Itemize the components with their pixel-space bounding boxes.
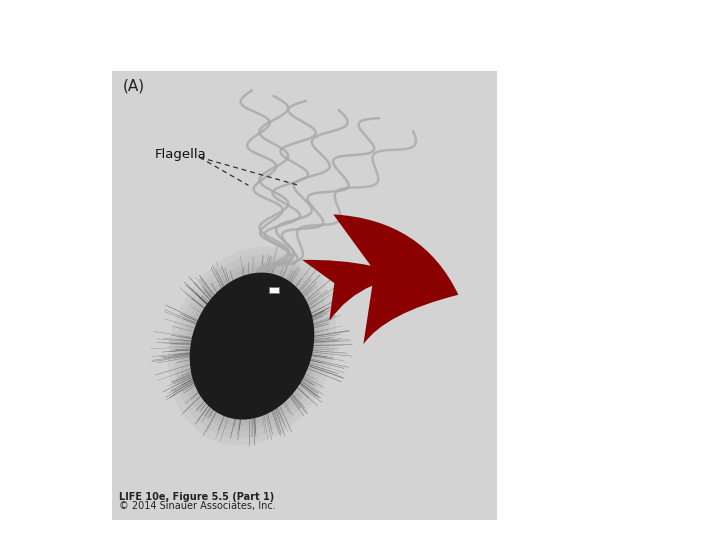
FancyBboxPatch shape: [112, 71, 497, 519]
Bar: [269, 287, 279, 293]
Text: (A): (A): [122, 78, 145, 93]
Text: © 2014 Sinauer Associates, Inc.: © 2014 Sinauer Associates, Inc.: [119, 501, 276, 511]
Ellipse shape: [189, 273, 315, 420]
Ellipse shape: [180, 261, 324, 430]
Ellipse shape: [174, 254, 330, 438]
Text: Figure 5.5  Prokaryotic Flagella (Part 1): Figure 5.5 Prokaryotic Flagella (Part 1): [7, 9, 305, 24]
Text: Flagella: Flagella: [155, 148, 207, 161]
Ellipse shape: [168, 247, 336, 446]
FancyArrowPatch shape: [302, 214, 459, 344]
Ellipse shape: [185, 267, 319, 426]
Text: LIFE 10e, Figure 5.5 (Part 1): LIFE 10e, Figure 5.5 (Part 1): [119, 491, 274, 502]
